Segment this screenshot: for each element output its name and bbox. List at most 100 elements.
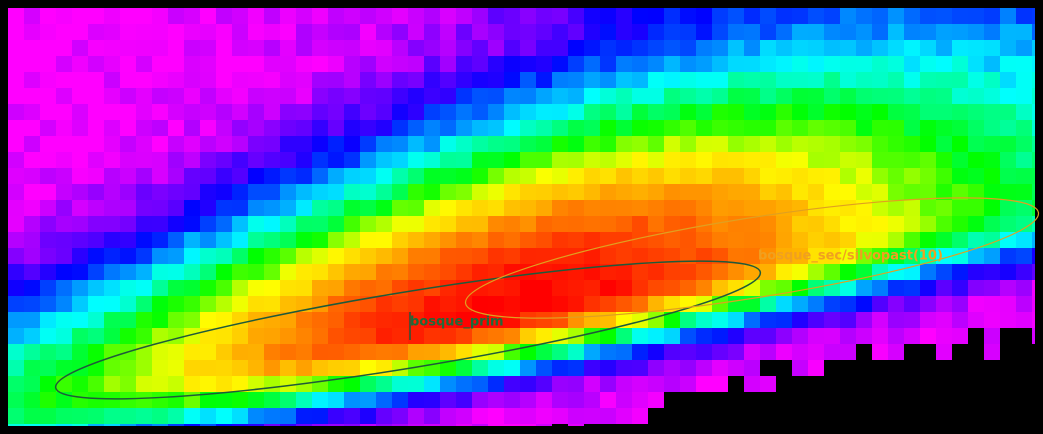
density-cell — [600, 280, 616, 296]
density-cell — [120, 328, 136, 344]
density-cell — [840, 392, 856, 408]
density-cell — [424, 248, 440, 264]
density-cell — [1000, 216, 1016, 232]
density-cell — [200, 104, 216, 120]
density-cell — [104, 184, 120, 200]
density-cell — [488, 296, 504, 312]
density-cell — [600, 424, 616, 426]
density-cell — [328, 88, 344, 104]
density-cell — [488, 376, 504, 392]
density-cell — [264, 328, 280, 344]
density-cell — [24, 248, 40, 264]
density-cell — [1032, 216, 1035, 232]
density-cell — [296, 232, 312, 248]
density-cell — [936, 424, 952, 426]
density-cell — [264, 216, 280, 232]
density-cell — [824, 376, 840, 392]
density-cell — [56, 168, 72, 184]
density-cell — [1016, 8, 1032, 24]
density-cell — [104, 248, 120, 264]
density-cell — [72, 280, 88, 296]
class-label: bosque_sec/silvopast(10) — [758, 249, 943, 264]
density-cell — [904, 24, 920, 40]
density-cell — [808, 88, 824, 104]
density-cell — [600, 56, 616, 72]
density-cell — [920, 392, 936, 408]
density-cell — [728, 56, 744, 72]
density-cell — [936, 312, 952, 328]
density-cell — [248, 344, 264, 360]
density-cell — [472, 104, 488, 120]
density-cell — [536, 360, 552, 376]
density-cell — [376, 88, 392, 104]
density-cell — [184, 312, 200, 328]
density-cell — [968, 312, 984, 328]
density-cell — [200, 152, 216, 168]
density-cell — [872, 264, 888, 280]
density-cell — [408, 8, 424, 24]
density-cell — [984, 344, 1000, 360]
density-cell — [424, 232, 440, 248]
density-cell — [424, 344, 440, 360]
density-cell — [952, 344, 968, 360]
density-cell — [1016, 328, 1032, 344]
density-cell — [824, 168, 840, 184]
density-cell — [24, 232, 40, 248]
density-cell — [728, 8, 744, 24]
density-cell — [312, 424, 328, 426]
density-cell — [424, 328, 440, 344]
density-cell — [216, 360, 232, 376]
density-cell — [1000, 264, 1016, 280]
density-cell — [456, 296, 472, 312]
density-cell — [232, 408, 248, 424]
density-cell — [440, 104, 456, 120]
density-cell — [1000, 40, 1016, 56]
density-cell — [680, 264, 696, 280]
density-cell — [216, 200, 232, 216]
density-cell — [168, 296, 184, 312]
density-cell — [216, 168, 232, 184]
density-cell — [584, 104, 600, 120]
density-cell — [664, 408, 680, 424]
density-cell — [872, 376, 888, 392]
density-cell — [824, 408, 840, 424]
density-cell — [440, 184, 456, 200]
density-cell — [680, 344, 696, 360]
density-cell — [920, 360, 936, 376]
density-cell — [232, 152, 248, 168]
density-cell — [72, 88, 88, 104]
density-cell — [984, 40, 1000, 56]
density-cell — [920, 408, 936, 424]
density-cell — [952, 72, 968, 88]
density-cell — [808, 120, 824, 136]
density-cell — [968, 40, 984, 56]
density-cell — [600, 200, 616, 216]
density-cell — [648, 216, 664, 232]
density-cell — [616, 120, 632, 136]
density-cell — [648, 152, 664, 168]
density-cell — [520, 8, 536, 24]
density-cell — [520, 424, 536, 426]
density-cell — [1032, 136, 1035, 152]
density-cell — [40, 344, 56, 360]
density-cell — [344, 312, 360, 328]
density-cell — [40, 408, 56, 424]
density-cell — [584, 72, 600, 88]
density-cell — [984, 296, 1000, 312]
density-cell — [808, 136, 824, 152]
density-cell — [792, 152, 808, 168]
density-cell — [40, 216, 56, 232]
density-cell — [888, 408, 904, 424]
density-cell — [920, 152, 936, 168]
density-cell — [920, 200, 936, 216]
density-cell — [56, 104, 72, 120]
density-cell — [472, 264, 488, 280]
density-cell — [984, 264, 1000, 280]
density-cell — [456, 392, 472, 408]
density-cell — [88, 280, 104, 296]
density-cell — [56, 280, 72, 296]
density-cell — [1000, 296, 1016, 312]
density-cell — [296, 424, 312, 426]
density-cell — [104, 24, 120, 40]
density-cell — [392, 136, 408, 152]
